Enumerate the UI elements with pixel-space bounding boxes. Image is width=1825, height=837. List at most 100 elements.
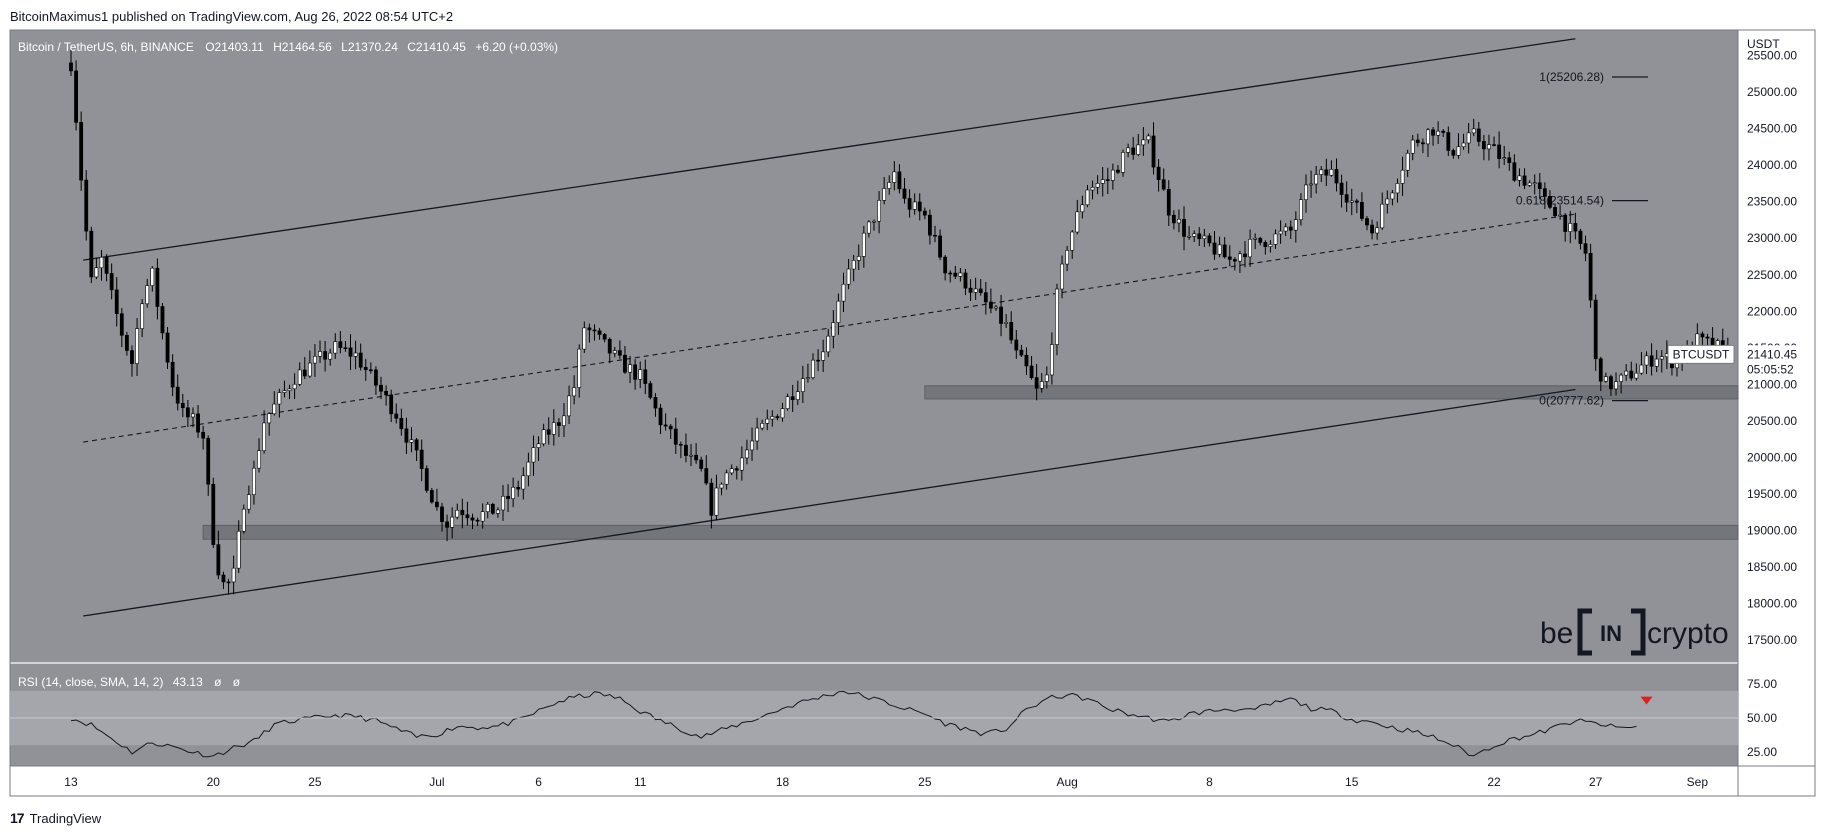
candle-body (1166, 188, 1171, 216)
candle-body (1197, 233, 1202, 240)
candle-body (526, 461, 531, 477)
candle-body (1548, 196, 1552, 208)
candle-body (501, 495, 505, 511)
legend-close-key: C (407, 40, 416, 54)
candle-body (419, 449, 424, 469)
candle-body (1329, 169, 1334, 176)
rsi-tick: 25.00 (1747, 745, 1777, 759)
candle-body (1619, 374, 1624, 382)
candle-body (933, 234, 937, 237)
candle-body (323, 351, 328, 360)
candle-body (1588, 252, 1593, 301)
candle-body (1456, 146, 1461, 156)
price-tick: 24500.00 (1747, 122, 1797, 136)
candle-body (1527, 182, 1532, 186)
candle-body (745, 449, 749, 459)
candle-body (1441, 130, 1446, 133)
candle-body (739, 457, 744, 471)
candle-body (943, 256, 948, 274)
watermark-gap (1592, 606, 1631, 658)
price-tick: 18000.00 (1747, 597, 1797, 611)
candle-body (302, 369, 307, 377)
candle-body (368, 369, 373, 372)
candle-body (1049, 344, 1054, 376)
candle-body (1603, 376, 1608, 382)
candle-body (577, 348, 582, 388)
candle-body (1324, 169, 1329, 176)
candle-body (1360, 201, 1364, 219)
candle-body (689, 454, 693, 457)
rsi-placeholder-a: ø (214, 675, 222, 689)
candle-body (1105, 179, 1110, 181)
channel-lower-line (83, 388, 1576, 617)
candle-body (877, 200, 881, 222)
candle-body (872, 220, 876, 223)
candle-body (1609, 376, 1613, 390)
candle-body (978, 288, 983, 293)
candle-body (1273, 233, 1278, 245)
candle-body (424, 468, 429, 491)
time-tick: 6 (535, 775, 542, 789)
time-tick: 15 (1345, 775, 1359, 789)
candle-body (404, 428, 409, 443)
legend-high-key: H (273, 40, 282, 54)
candle-body (633, 364, 638, 380)
candle-body (831, 322, 836, 337)
candle-body (450, 516, 455, 528)
candle-body (1466, 132, 1471, 144)
candle-body (1039, 381, 1044, 389)
candle-body (694, 454, 699, 461)
time-tick: 8 (1206, 775, 1213, 789)
candle-body (455, 509, 460, 518)
time-tick: 13 (64, 775, 78, 789)
candle-body (816, 359, 820, 362)
candle-body (1573, 223, 1578, 232)
candle-body (374, 369, 378, 386)
candle-body (1446, 132, 1451, 151)
candle-body (1090, 187, 1095, 191)
candle-body (638, 369, 643, 380)
candle-body (216, 544, 221, 576)
candle-body (313, 355, 317, 364)
rsi-down-marker (1640, 696, 1653, 705)
time-tick: 25 (308, 775, 322, 789)
candle-body (760, 423, 765, 429)
price-tick: 19000.00 (1747, 523, 1797, 537)
candle-body (536, 443, 541, 448)
legend-open: 21403.11 (215, 40, 264, 54)
candle-body (1192, 233, 1197, 237)
candle-body (724, 472, 729, 485)
candle-body (246, 494, 251, 510)
candle-body (185, 407, 190, 418)
candle-body (363, 366, 368, 371)
rsi-tick: 75.00 (1747, 677, 1777, 691)
candle-body (1141, 139, 1146, 146)
time-tick: 18 (776, 775, 790, 789)
price-tick: 25000.00 (1747, 85, 1797, 99)
candle-body (1344, 194, 1349, 203)
candle-body (267, 413, 272, 424)
candle-body (1654, 358, 1659, 367)
candle-body (1471, 128, 1476, 134)
candle-body (191, 413, 195, 418)
time-tick: 25 (918, 775, 932, 789)
candle-body (658, 407, 663, 426)
candle-body (938, 235, 942, 258)
candle-body (917, 201, 922, 212)
candle-body (1593, 299, 1598, 360)
countdown: 05:05:52 (1747, 362, 1794, 376)
candle-body (1243, 253, 1247, 258)
candle-body (1187, 236, 1192, 238)
watermark-in: IN (1600, 621, 1622, 646)
price-tick: 22500.00 (1747, 268, 1797, 282)
candle-body (1177, 218, 1181, 224)
symbol-tag: BTCUSDT (1673, 347, 1730, 361)
candle-body (1375, 227, 1380, 234)
candle-body (572, 387, 577, 397)
candle-body (602, 334, 607, 340)
candle-body (607, 338, 612, 354)
candle-body (74, 70, 78, 123)
candle-body (851, 260, 856, 270)
candle-body (1293, 219, 1298, 231)
